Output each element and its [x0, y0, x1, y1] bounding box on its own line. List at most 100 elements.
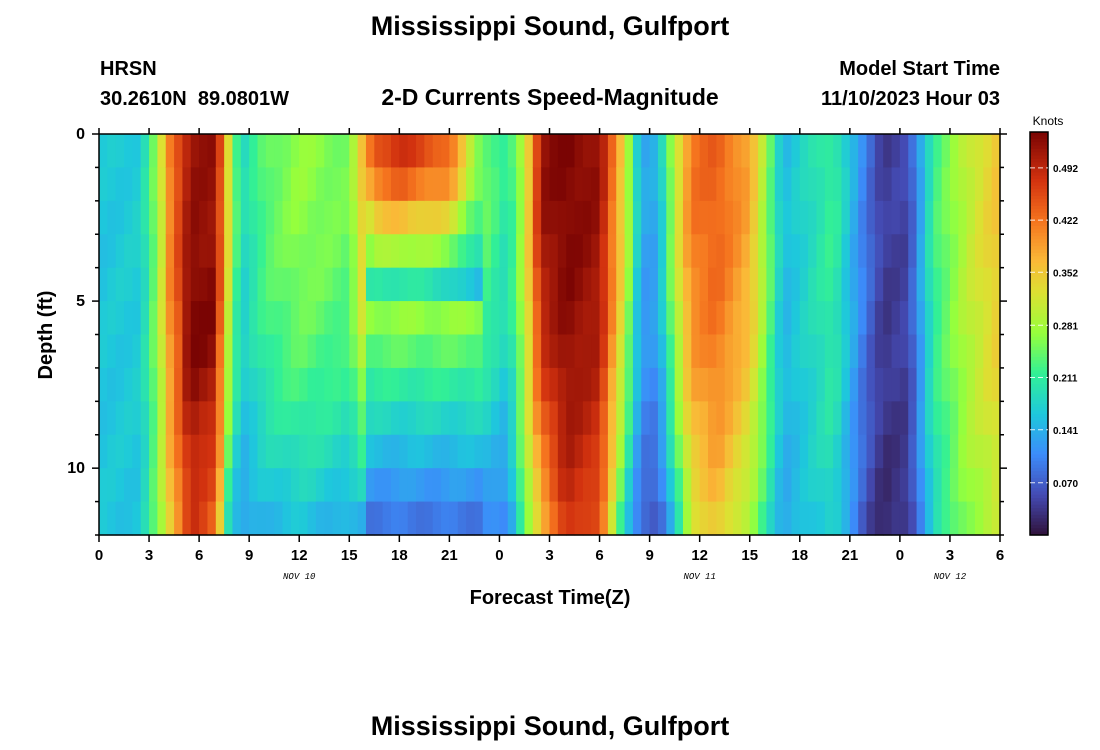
- heatmap-cell: [190, 501, 200, 536]
- colorbar-tick-label: 0.070: [1053, 479, 1078, 490]
- heatmap-cell: [107, 334, 117, 369]
- heatmap-cell: [924, 200, 934, 235]
- heatmap-cell: [224, 301, 234, 336]
- heatmap-cell: [849, 200, 859, 235]
- heatmap-cell: [908, 401, 918, 436]
- heatmap-cell: [716, 134, 726, 169]
- heatmap-cell: [941, 134, 951, 169]
- x-tick-label: 3: [545, 547, 553, 564]
- x-tick-label: 0: [95, 547, 103, 564]
- heatmap-cell: [441, 468, 450, 503]
- heatmap-cell: [307, 501, 317, 536]
- heatmap-cell: [432, 301, 442, 336]
- heatmap-cell: [474, 334, 484, 369]
- heatmap-cell: [582, 134, 592, 169]
- heatmap-cell: [232, 434, 242, 469]
- heatmap-cell: [983, 334, 993, 369]
- heatmap-cell: [132, 501, 142, 536]
- heatmap-cell: [307, 267, 317, 302]
- heatmap-cell: [324, 200, 334, 235]
- heatmap-cell: [791, 334, 801, 369]
- heatmap-cell: [908, 200, 918, 235]
- heatmap-cell: [991, 134, 1001, 169]
- heatmap-cell: [858, 434, 868, 469]
- heatmap-cell: [382, 367, 392, 402]
- heatmap-cell: [983, 234, 993, 269]
- heatmap-cell: [532, 134, 542, 169]
- heatmap-cell: [149, 167, 158, 202]
- colorbar-step: [1030, 461, 1048, 466]
- heatmap-cell: [491, 468, 501, 503]
- heatmap-cell: [149, 334, 158, 369]
- heatmap-cell: [424, 234, 434, 269]
- heatmap-cell: [532, 401, 542, 436]
- heatmap-cell: [774, 234, 784, 269]
- heatmap-cell: [315, 234, 325, 269]
- heatmap-cell: [591, 501, 601, 536]
- heatmap-cell: [899, 367, 909, 402]
- heatmap-cell: [958, 267, 968, 302]
- heatmap-cell: [808, 200, 818, 235]
- heatmap-cell: [599, 401, 609, 436]
- heatmap-cell: [382, 167, 392, 202]
- heatmap-cell: [591, 434, 601, 469]
- heatmap-cell: [382, 501, 392, 536]
- heatmap-cell: [532, 501, 542, 536]
- heatmap-cell: [165, 134, 175, 169]
- heatmap-cell: [899, 167, 909, 202]
- heatmap-cell: [783, 301, 793, 336]
- heatmap-cell: [441, 401, 450, 436]
- heatmap-cell: [99, 301, 108, 336]
- heatmap-cell: [407, 468, 417, 503]
- colorbar-tick-label: 0.422: [1053, 216, 1078, 227]
- heatmap-cell: [165, 334, 175, 369]
- heatmap-cell: [182, 334, 192, 369]
- heatmap-cell: [324, 434, 334, 469]
- heatmap-cell: [340, 167, 350, 202]
- heatmap-cell: [399, 267, 409, 302]
- heatmap-cell: [991, 401, 1001, 436]
- colorbar-step: [1030, 273, 1048, 278]
- heatmap-cell: [466, 334, 476, 369]
- heatmap-cell: [941, 334, 951, 369]
- heatmap-cell: [733, 301, 742, 336]
- heatmap-cell: [157, 200, 167, 235]
- heatmap-cell: [607, 234, 617, 269]
- heatmap-cell: [416, 167, 425, 202]
- heatmap-cell: [224, 200, 234, 235]
- heatmap-cell: [449, 401, 459, 436]
- heatmap-cell: [299, 501, 309, 536]
- heatmap-cell: [691, 267, 701, 302]
- heatmap-cell: [774, 401, 784, 436]
- heatmap-cell: [649, 267, 659, 302]
- colorbar-step: [1030, 467, 1048, 472]
- heatmap-cell: [866, 468, 876, 503]
- heatmap-cell: [874, 367, 884, 402]
- heatmap-cell: [708, 200, 717, 235]
- heatmap-cell: [674, 401, 684, 436]
- heatmap-cell: [399, 200, 409, 235]
- heatmap-cell: [833, 501, 843, 536]
- heatmap-cell: [791, 167, 801, 202]
- colorbar-step: [1030, 363, 1048, 368]
- heatmap-cell: [199, 434, 209, 469]
- heatmap-cell: [149, 301, 158, 336]
- heatmap-cell: [174, 134, 184, 169]
- heatmap-cell: [582, 468, 592, 503]
- heatmap-cell: [649, 401, 659, 436]
- heatmap-cell: [524, 468, 534, 503]
- heatmap-cell: [274, 401, 284, 436]
- heatmap-cell: [574, 234, 584, 269]
- colorbar-step: [1030, 259, 1048, 264]
- heatmap-cell: [599, 334, 609, 369]
- heatmap-cell: [733, 334, 742, 369]
- heatmap-cell: [916, 200, 926, 235]
- colorbar-step: [1030, 440, 1048, 445]
- heatmap-cell: [349, 468, 359, 503]
- heatmap-cell: [474, 200, 484, 235]
- heatmap-cell: [933, 434, 943, 469]
- heatmap-cell: [674, 167, 684, 202]
- heatmap-cell: [883, 200, 893, 235]
- heatmap-cell: [349, 234, 359, 269]
- colorbar-step: [1030, 236, 1048, 241]
